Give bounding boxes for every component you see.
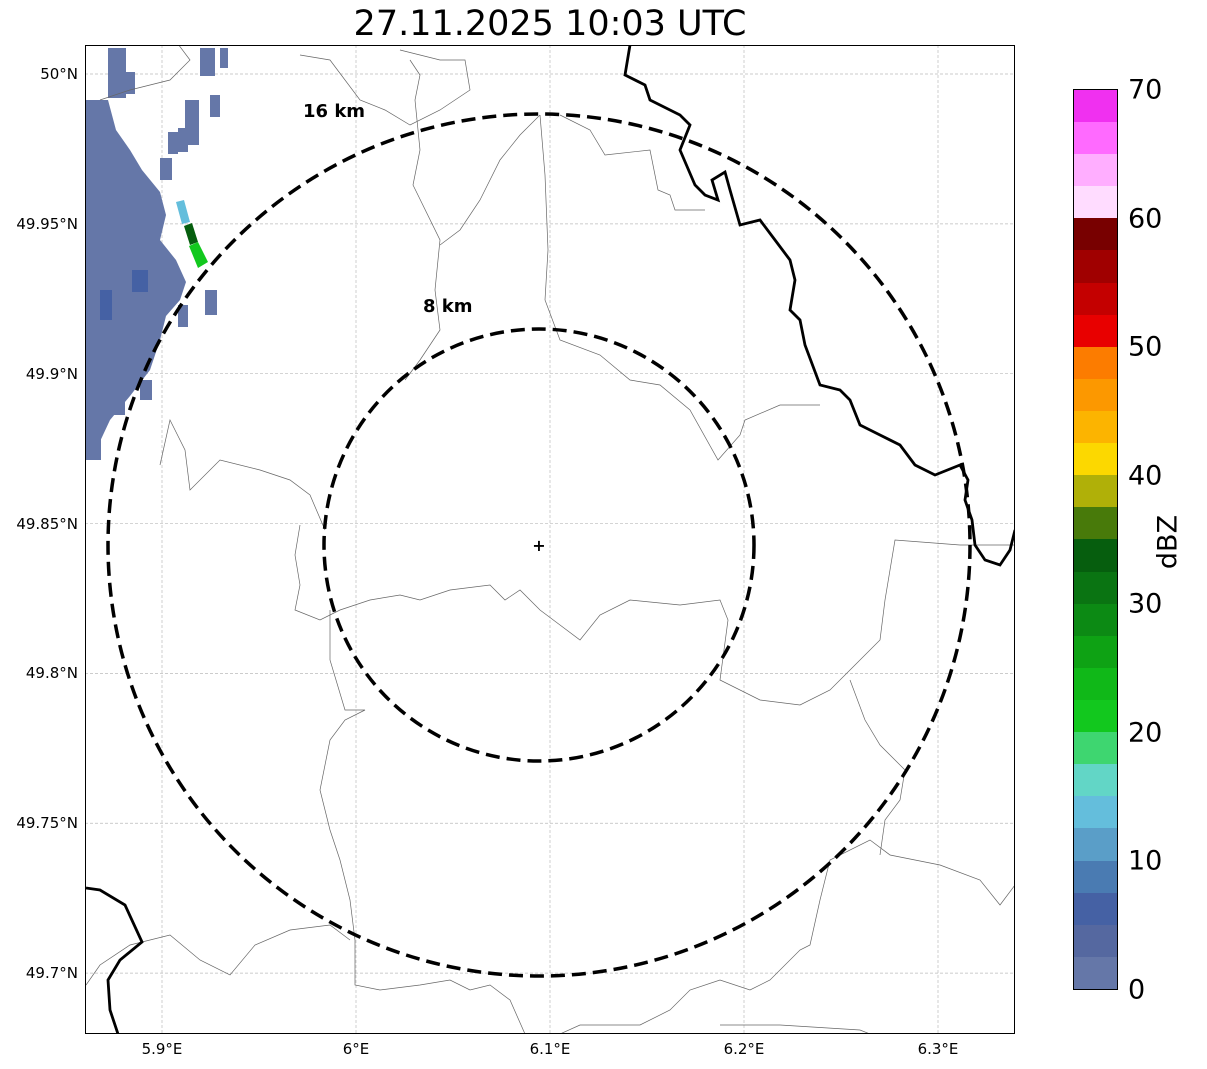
colorbar-bin — [1074, 700, 1117, 733]
y-tick-label: 49.75°N — [16, 814, 78, 833]
colorbar-bin — [1074, 796, 1117, 829]
map-canvas: 16 km 8 km + — [85, 39, 1017, 1035]
colorbar-bin — [1074, 89, 1117, 123]
colorbar-bin — [1074, 635, 1117, 668]
colorbar-tick-label: 40 — [1128, 460, 1163, 492]
colorbar-bin — [1074, 475, 1117, 508]
colorbar-bin — [1074, 282, 1117, 315]
colorbar-tick-label: 50 — [1128, 331, 1163, 363]
colorbar-bin — [1074, 122, 1117, 155]
colorbar-label: dBZ — [1152, 514, 1184, 570]
colorbar-bin — [1074, 218, 1117, 251]
x-tick-label: 6°E — [342, 1040, 370, 1058]
colorbar-bin — [1074, 924, 1117, 957]
gridlines — [85, 45, 1015, 1034]
colorbar-bin — [1074, 603, 1117, 636]
colorbar-tick-label: 60 — [1128, 203, 1163, 235]
ring-label-16km: 16 km — [303, 101, 365, 122]
colorbar-tick-label: 20 — [1128, 717, 1163, 749]
x-tick-label: 5.9°E — [141, 1040, 183, 1058]
colorbar-bin — [1074, 667, 1117, 701]
colorbar-bin — [1074, 507, 1117, 540]
colorbar-bin — [1074, 860, 1117, 893]
colorbar-tick-label: 70 — [1128, 74, 1163, 106]
x-tick-label: 6.1°E — [529, 1040, 571, 1058]
x-tick-label: 6.3°E — [917, 1040, 959, 1058]
y-tick-label: 49.8°N — [25, 664, 78, 683]
colorbar-bin — [1074, 443, 1117, 476]
colorbar-bin — [1074, 732, 1117, 765]
chart-title: 27.11.2025 10:03 UTC — [353, 4, 747, 44]
radar-echoes — [86, 48, 228, 460]
colorbar-bin — [1074, 346, 1117, 379]
ring-label-8km: 8 km — [423, 296, 473, 317]
y-tick-label: 49.85°N — [16, 514, 78, 533]
ring-8km — [322, 327, 756, 763]
colorbar-bin — [1074, 411, 1117, 444]
x-tick-label: 6.2°E — [723, 1040, 765, 1058]
colorbar-bin — [1074, 250, 1117, 283]
colorbar-bin — [1074, 892, 1117, 925]
y-tick-label: 49.9°N — [25, 364, 78, 383]
colorbar-bin — [1074, 154, 1117, 187]
colorbar-bin — [1074, 186, 1117, 219]
colorbar-bin — [1074, 378, 1117, 412]
colorbar-bin — [1074, 571, 1117, 604]
y-tick-label: 49.7°N — [25, 964, 78, 983]
colorbar-bin — [1074, 764, 1117, 797]
borders — [85, 39, 1016, 1035]
colorbar-tick-label: 30 — [1128, 588, 1163, 620]
colorbar-tick-label: 10 — [1128, 845, 1163, 877]
colorbar-bin — [1074, 956, 1117, 989]
colorbar — [1073, 89, 1118, 990]
colorbar-tick-label: 0 — [1128, 974, 1146, 1006]
thick-borders — [85, 44, 1017, 1035]
colorbar-bin — [1074, 314, 1117, 347]
colorbar-bin — [1074, 828, 1117, 861]
y-tick-label: 50°N — [40, 65, 78, 83]
radar-site-marker: + — [532, 536, 545, 555]
ring-16km — [106, 112, 972, 978]
y-tick-label: 49.95°N — [16, 214, 78, 233]
range-rings — [106, 112, 972, 978]
colorbar-bin — [1074, 539, 1117, 572]
radar-map: 16 km 8 km + — [85, 39, 1017, 1035]
